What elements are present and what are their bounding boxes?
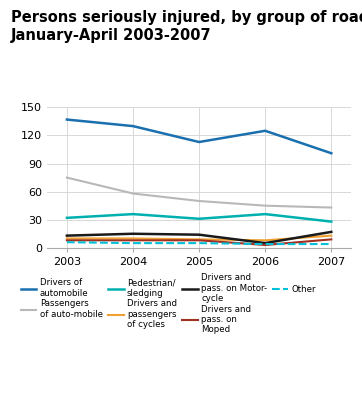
- Text: Persons seriously injured, by group of road-user.
January-April 2003-2007: Persons seriously injured, by group of r…: [11, 10, 362, 43]
- Legend: Drivers of
automobile, Passengers
of auto-mobile, Pedestrian/
sledging, Drivers : Drivers of automobile, Passengers of aut…: [21, 273, 316, 335]
